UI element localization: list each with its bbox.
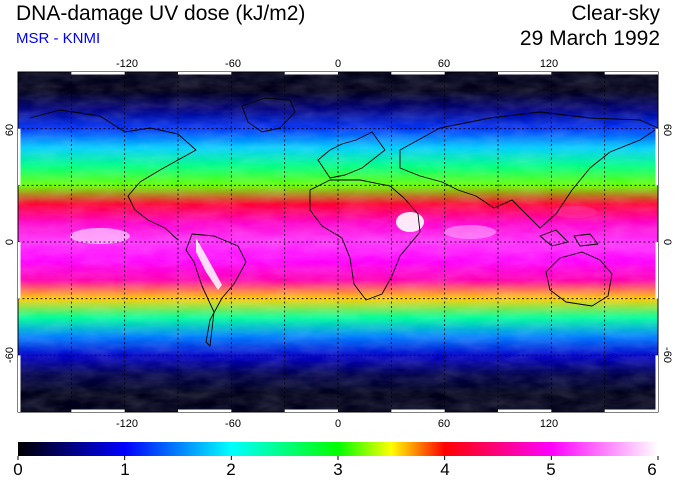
frame-block <box>18 128 21 186</box>
colorbar-label: 2 <box>226 460 235 479</box>
lat-tick-right: 0 <box>661 239 673 245</box>
colorbar-label: 4 <box>440 460 449 479</box>
date-label: 29 March 1992 <box>519 27 660 50</box>
lat-tick-left: 60 <box>4 124 16 136</box>
frame-block <box>284 409 338 412</box>
lon-tick-bottom: 0 <box>335 418 341 430</box>
lat-ticks-right: 60 0 -60 <box>661 124 673 363</box>
lon-tick-top: -120 <box>116 58 138 70</box>
frame-block <box>178 72 232 75</box>
lon-tick-top: 0 <box>335 58 341 70</box>
colorbar-labels: 0 1 2 3 4 5 6 <box>13 460 656 479</box>
coastlines <box>29 97 658 347</box>
frame-block <box>18 242 21 299</box>
east-africa-peak <box>396 212 424 232</box>
frame-block <box>178 409 232 412</box>
colorbar-ticks <box>17 456 659 460</box>
frame-block <box>655 128 658 186</box>
lon-tick-bottom: 120 <box>540 418 558 430</box>
colorbar-label: 0 <box>13 460 22 479</box>
colorbar <box>18 442 658 456</box>
south-america-coast <box>185 233 247 347</box>
colorbar-label: 3 <box>333 460 342 479</box>
australia-coast <box>545 251 613 307</box>
greenland-coast <box>241 97 296 133</box>
europe-coast <box>317 131 386 179</box>
frame-ticks <box>18 72 658 412</box>
lon-tick-bottom: -60 <box>225 418 241 430</box>
andes-peak <box>196 238 222 290</box>
frame-block <box>284 72 338 75</box>
frame-block <box>604 72 658 75</box>
frame-block <box>655 242 658 299</box>
frame-block <box>604 409 658 412</box>
graticule <box>18 72 658 412</box>
north-america-coast <box>29 109 197 241</box>
frame-block <box>498 72 552 75</box>
colorbar-label: 6 <box>647 460 656 479</box>
frame-block <box>391 72 445 75</box>
frame-block <box>18 355 21 412</box>
frame-block <box>71 72 125 75</box>
sky-condition-label: Clear-sky <box>571 2 660 25</box>
frame-block <box>391 409 445 412</box>
lat-tick-left: 0 <box>4 239 16 245</box>
colorbar-label: 5 <box>546 460 555 479</box>
lat-tick-right: 60 <box>661 124 673 136</box>
lat-tick-left: -60 <box>4 347 16 363</box>
source-label: MSR - KNMI <box>16 30 101 47</box>
lat-tick-right: -60 <box>661 347 673 363</box>
asia-coast <box>399 111 658 229</box>
lon-tick-top: 120 <box>540 58 558 70</box>
frame-block <box>655 355 658 412</box>
lon-ticks-top: -120 -60 0 60 120 <box>116 58 558 70</box>
lon-tick-bottom: -120 <box>116 418 138 430</box>
map-title: DNA-damage UV dose (kJ/m2) <box>16 2 306 25</box>
lon-tick-top: 60 <box>438 58 450 70</box>
lon-ticks-bottom: -120 -60 0 60 120 <box>116 418 558 430</box>
lon-tick-top: -60 <box>225 58 241 70</box>
lat-ticks-left: 60 0 -60 <box>4 124 16 363</box>
colorbar-label: 1 <box>120 460 129 479</box>
frame-block <box>498 409 552 412</box>
frame-block <box>71 409 125 412</box>
africa-coast <box>309 179 421 301</box>
lon-tick-bottom: 60 <box>438 418 450 430</box>
